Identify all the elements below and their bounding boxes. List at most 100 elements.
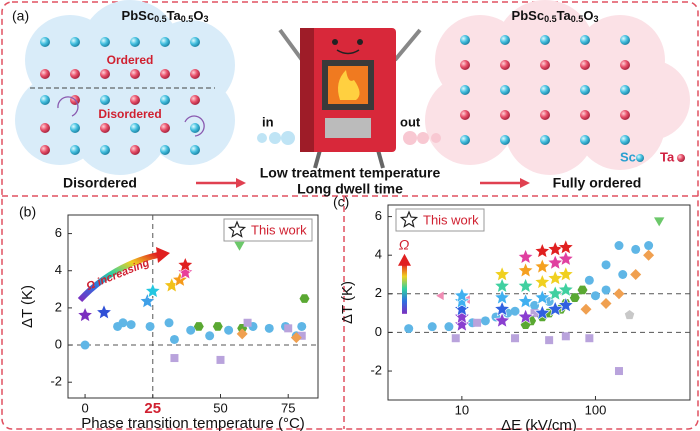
star-point [546, 269, 564, 286]
furnace [278, 28, 422, 169]
point [164, 318, 174, 328]
atom [620, 135, 630, 145]
star-point [76, 306, 94, 323]
point [584, 275, 594, 285]
flow-dot [417, 132, 429, 144]
atom [70, 145, 80, 155]
formula-part: 0.5 [154, 14, 167, 24]
annotation: Ω [399, 237, 410, 253]
flow-dot [281, 131, 295, 145]
star-point [533, 258, 551, 274]
point [510, 306, 520, 316]
y-tick-label: -2 [370, 362, 382, 377]
atom [500, 60, 510, 70]
atom [40, 69, 50, 79]
trend-arrow [402, 263, 407, 314]
flow-dot [257, 133, 267, 143]
atom [540, 35, 550, 45]
legend-dot [677, 154, 685, 162]
arrow [236, 178, 246, 188]
atom [500, 35, 510, 45]
panel-label: (c) [333, 194, 349, 210]
x-tick-label: 0 [81, 400, 88, 415]
star-point [144, 282, 162, 299]
atom [70, 123, 80, 133]
atom [130, 123, 140, 133]
star-point [557, 296, 575, 313]
point [545, 336, 554, 345]
atom [70, 37, 80, 47]
legend-label: This work [423, 212, 479, 227]
star-point [557, 265, 575, 282]
x-tick-label: 25 [144, 400, 161, 417]
arrow [520, 178, 530, 188]
legend-label: This work [251, 222, 307, 237]
atom [540, 110, 550, 120]
star-point [139, 292, 156, 309]
atom [40, 145, 50, 155]
inflow [257, 131, 295, 145]
atom [460, 135, 470, 145]
legend-text: Ta [660, 149, 675, 164]
star-point [493, 288, 511, 305]
star-point [176, 256, 194, 273]
atom [460, 60, 470, 70]
y-tick-label: 0 [55, 336, 62, 351]
flow-dot [431, 133, 441, 143]
star-point [533, 304, 551, 321]
arrow-head [156, 247, 170, 263]
point [427, 322, 437, 332]
star-point [546, 300, 564, 317]
point [613, 288, 625, 300]
point [614, 241, 624, 251]
star-point [453, 315, 471, 332]
y-axis-label: ΔT (K) [339, 281, 356, 324]
star-point [517, 292, 534, 309]
star-point [493, 300, 511, 317]
point [631, 244, 641, 254]
arrow-head [398, 253, 411, 266]
panel-label: (b) [19, 204, 36, 220]
atom [130, 37, 140, 47]
formula-part: 0.5 [181, 14, 194, 24]
point [290, 332, 302, 344]
atom [460, 110, 470, 120]
star-point [546, 285, 564, 301]
y-tick-label: -2 [50, 374, 62, 389]
point [297, 321, 307, 331]
point [216, 355, 225, 364]
atom [540, 85, 550, 95]
point [126, 320, 136, 330]
atom [160, 95, 170, 105]
x-tick-label: 10 [455, 402, 469, 417]
atom [620, 35, 630, 45]
flow-dot [269, 132, 281, 144]
formula: PbSc0.5Ta0.5O3 [122, 8, 209, 24]
atom [100, 95, 110, 105]
atom [460, 35, 470, 45]
flow-label: out [400, 114, 421, 129]
star-point [517, 308, 534, 325]
point [297, 331, 306, 340]
atom [130, 95, 140, 105]
point [451, 334, 460, 343]
formula-part: PbSc [512, 8, 545, 23]
atom [580, 60, 590, 70]
legend-text: Sc [620, 149, 636, 164]
plot-frame [67, 214, 319, 399]
atom [130, 145, 140, 155]
point [205, 331, 215, 341]
atom [40, 37, 50, 47]
atom [130, 69, 140, 79]
point [224, 325, 234, 335]
trend-arrow [77, 252, 159, 303]
formula-part: Ta [167, 8, 182, 23]
panel-a: (a) PbSc0.5Ta0.5O3 PbSc0.5Ta0.5O3 Ordere… [12, 0, 690, 197]
atom [190, 37, 200, 47]
point [473, 318, 482, 327]
legend-marker [227, 220, 247, 238]
point [284, 324, 293, 333]
point [169, 334, 179, 344]
atom [190, 123, 200, 133]
atom [190, 145, 200, 155]
